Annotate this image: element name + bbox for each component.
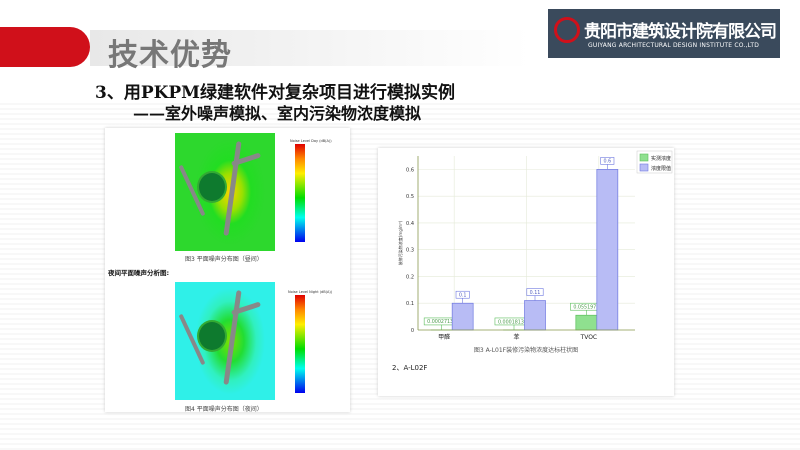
- bar-limit: [451, 302, 474, 331]
- legend-swatch: [639, 163, 649, 172]
- y-tick-label: 0.6: [406, 167, 414, 173]
- noise-simulation-panel: Noise Level Day (dB(A)) 图3 平面噪声分布图（昼间） 夜…: [105, 128, 350, 413]
- legend-label: 实测浓度: [651, 155, 671, 162]
- data-label-box: [455, 290, 470, 299]
- y-axis-label: 装修污染物浓度(mg/m³): [397, 220, 403, 265]
- footer-note: 2、A-L02F: [392, 364, 427, 372]
- y-tick-label: 0.4: [406, 221, 414, 227]
- data-label-box: [526, 288, 544, 296]
- bar-limit: [524, 300, 546, 331]
- pollutant-chart-panel: 0 0.1 0.2 0.3 0.4 0.5 0.6 甲醛 0.00027131 0.1 苯 0.000…: [378, 148, 674, 396]
- day-scale-title: Noise Level Day (dB(A)): [290, 139, 332, 143]
- y-tick-label: 0.3: [406, 248, 414, 254]
- day-color-scale: [295, 144, 305, 242]
- chart-caption: 图3 A-L01F装修污染物浓度达标柱状图: [474, 346, 578, 354]
- night-scale-title: Noise Level Night (dB(A)): [288, 290, 333, 294]
- y-tick-label: 0.2: [406, 274, 414, 280]
- logo-name-en: GUIYANG ARCHITECTURAL DESIGN INSTITUTE C…: [588, 42, 760, 49]
- night-noise-map: [175, 282, 275, 400]
- title-band: [90, 30, 530, 66]
- y-tick-label: 0: [411, 328, 414, 334]
- data-label: 0.1: [459, 293, 467, 299]
- night-color-scale: [295, 295, 305, 393]
- y-tick-label: 0.1: [406, 301, 414, 307]
- data-label: 0.6: [604, 159, 612, 165]
- logo-emblem-icon: [554, 17, 580, 43]
- legend-box: [636, 150, 673, 174]
- title-accent-tab: [0, 27, 90, 67]
- data-label-box: [600, 157, 615, 165]
- company-logo: 贵阳市建筑设计院有限公司 GUIYANG ARCHITECTURAL DESIG…: [548, 9, 780, 58]
- night-caption: 图4 平面噪声分布图（夜间）: [185, 406, 263, 413]
- night-heading: 夜间平面噪声分析图:: [108, 269, 170, 277]
- data-label: 0.00027131: [427, 319, 456, 325]
- logo-name-cn: 贵阳市建筑设计院有限公司: [584, 22, 777, 42]
- subtitle-line-1: 3、用PKPM绿建软件对复杂项目进行模拟实例: [95, 83, 455, 103]
- data-label: 0.000181304: [498, 319, 530, 325]
- data-label: 0.0551977: [573, 305, 599, 311]
- data-label: 0.11: [530, 290, 541, 296]
- day-caption: 图3 平面噪声分布图（昼间）: [185, 256, 263, 263]
- x-tick-label: TVOC: [580, 334, 598, 341]
- day-noise-map: [175, 133, 275, 251]
- y-tick-label: 0.5: [406, 194, 414, 200]
- bar-limit: [596, 169, 619, 331]
- page-title: 技术优势: [108, 38, 232, 73]
- x-tick-label: 苯: [513, 333, 519, 341]
- legend-label: 浓度限值: [651, 165, 671, 172]
- x-tick-label: 甲醛: [438, 333, 450, 341]
- subtitle-line-2: ——室外噪声模拟、室内污染物浓度模拟: [133, 104, 422, 123]
- bar-measured: [575, 314, 598, 331]
- pollutant-bar-chart: 0 0.1 0.2 0.3 0.4 0.5 0.6 甲醛 0.00027131 0.1 苯 0.000…: [392, 150, 673, 372]
- legend-swatch: [639, 153, 649, 162]
